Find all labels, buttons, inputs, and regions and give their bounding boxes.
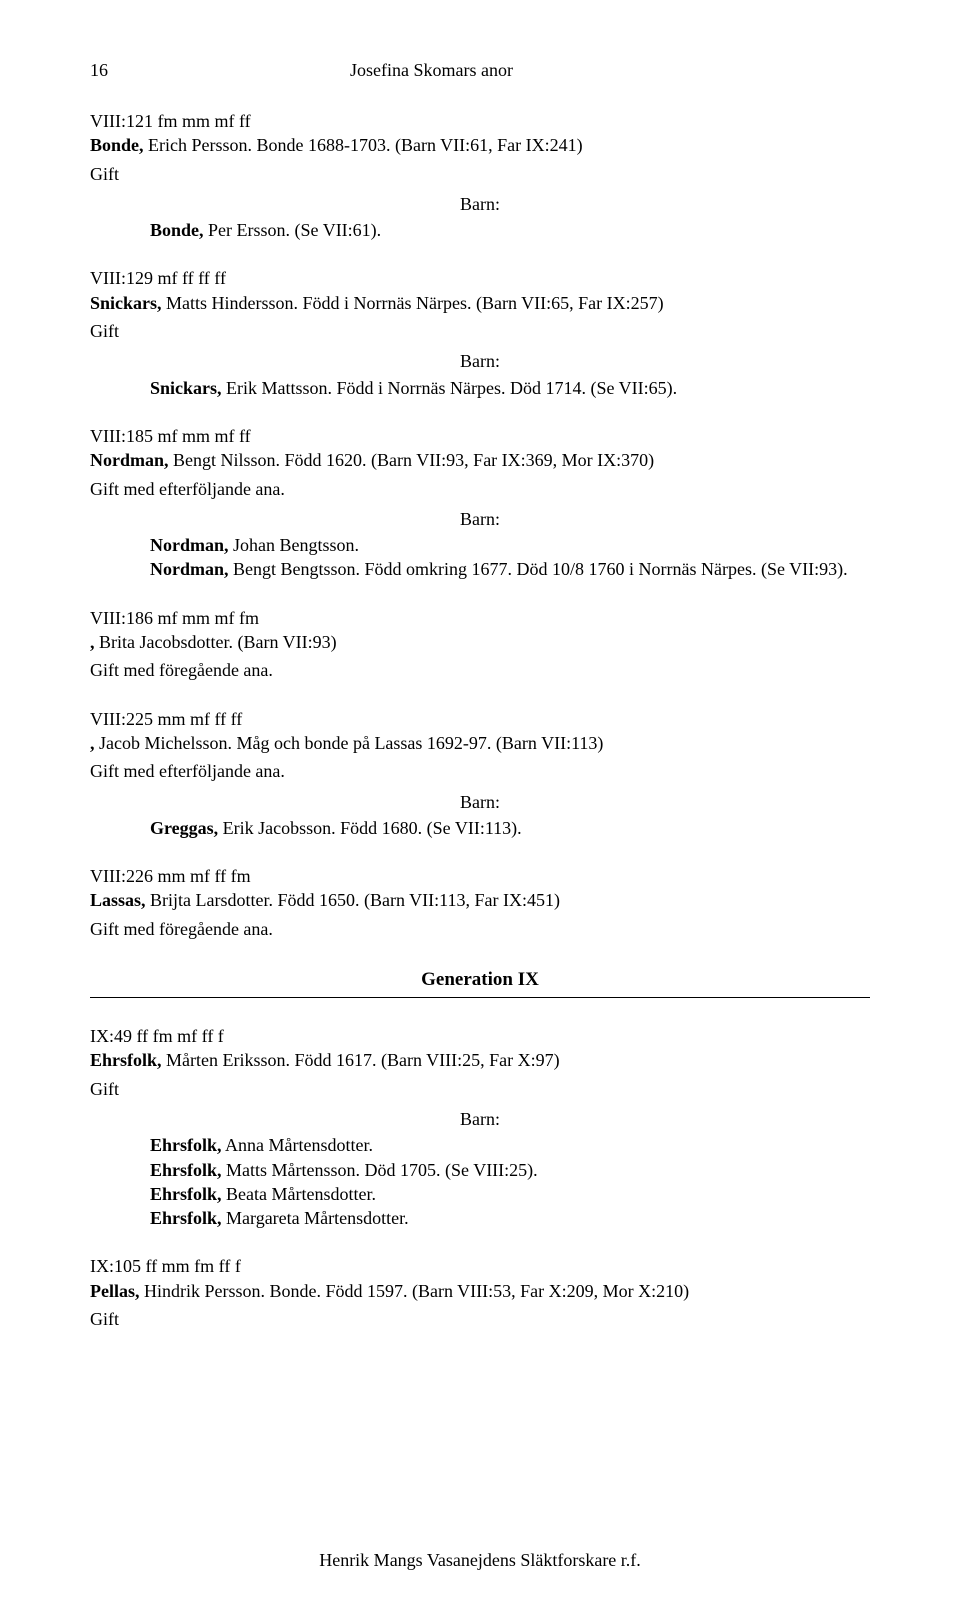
child-line: Ehrsfolk, Margareta Mårtensdotter. — [90, 1206, 870, 1230]
ancestor-entry: VIII:121 fm mm mf ff Bonde, Erich Persso… — [90, 109, 870, 242]
marriage-label: Gift — [90, 1307, 870, 1331]
child-details: Johan Bengtsson. — [229, 535, 360, 555]
spouse-details: Erik Mattsson. Född i Norrnäs Närpes. Dö… — [222, 378, 678, 398]
child-surname: Ehrsfolk, — [150, 1208, 222, 1228]
marriage-label: Gift — [90, 319, 870, 343]
marriage-label: Gift med efterföljande ana. — [90, 477, 870, 501]
ancestor-code: IX:49 ff fm mf ff f — [90, 1024, 870, 1048]
ancestor-name-line: Nordman, Bengt Nilsson. Född 1620. (Barn… — [90, 448, 870, 472]
ancestor-entry: IX:105 ff mm fm ff f Pellas, Hindrik Per… — [90, 1254, 870, 1331]
marriage-label: Gift — [90, 1077, 870, 1101]
spouse-surname: Snickars, — [150, 378, 222, 398]
child-line: Ehrsfolk, Anna Mårtensdotter. — [90, 1133, 870, 1157]
ancestor-details: Matts Hindersson. Född i Norrnäs Närpes.… — [162, 293, 664, 313]
page-footer: Henrik Mangs Vasanejdens Släktforskare r… — [0, 1550, 960, 1571]
children-label: Barn: — [90, 790, 870, 814]
ancestor-code: VIII:129 mf ff ff ff — [90, 266, 870, 290]
ancestor-entry: VIII:129 mf ff ff ff Snickars, Matts Hin… — [90, 266, 870, 399]
child-line: Nordman, Johan Bengtsson. — [90, 533, 870, 557]
ancestor-entry: VIII:225 mm mf ff ff , Jacob Michelsson.… — [90, 707, 870, 840]
ancestor-details: Erich Persson. Bonde 1688-1703. (Barn VI… — [144, 135, 583, 155]
page-title: Josefina Skomars anor — [350, 60, 513, 81]
children-label: Barn: — [90, 1107, 870, 1131]
ancestor-surname: Lassas, — [90, 890, 146, 910]
ancestor-details: Jacob Michelsson. Måg och bonde på Lassa… — [95, 733, 604, 753]
ancestor-surname: Snickars, — [90, 293, 162, 313]
ancestor-details: Mårten Eriksson. Född 1617. (Barn VIII:2… — [162, 1050, 560, 1070]
spouse-line: Snickars, Erik Mattsson. Född i Norrnäs … — [90, 376, 870, 400]
ancestor-surname: Bonde, — [90, 135, 144, 155]
ancestor-details: Brita Jacobsdotter. (Barn VII:93) — [95, 632, 337, 652]
ancestor-entry: IX:49 ff fm mf ff f Ehrsfolk, Mårten Eri… — [90, 1024, 870, 1230]
child-line: Ehrsfolk, Beata Mårtensdotter. — [90, 1182, 870, 1206]
ancestor-details: Brijta Larsdotter. Född 1650. (Barn VII:… — [146, 890, 560, 910]
ancestor-code: VIII:226 mm mf ff fm — [90, 864, 870, 888]
child-details: Erik Jacobsson. Född 1680. (Se VII:113). — [218, 818, 521, 838]
ancestor-code: IX:105 ff mm fm ff f — [90, 1254, 870, 1278]
marriage-label: Gift med efterföljande ana. — [90, 759, 870, 783]
ancestor-name-line: , Jacob Michelsson. Måg och bonde på Las… — [90, 731, 870, 755]
page-number: 16 — [90, 60, 350, 81]
ancestor-name-line: Ehrsfolk, Mårten Eriksson. Född 1617. (B… — [90, 1048, 870, 1072]
ancestor-code: VIII:186 mf mm mf fm — [90, 606, 870, 630]
child-line: Greggas, Erik Jacobsson. Född 1680. (Se … — [90, 816, 870, 840]
generation-heading: Generation IX — [90, 969, 870, 991]
child-surname: Ehrsfolk, — [150, 1160, 222, 1180]
ancestor-code: VIII:121 fm mm mf ff — [90, 109, 870, 133]
child-details: Margareta Mårtensdotter. — [222, 1208, 409, 1228]
ancestor-entry: VIII:185 mf mm mf ff Nordman, Bengt Nils… — [90, 424, 870, 582]
ancestor-name-line: Pellas, Hindrik Persson. Bonde. Född 159… — [90, 1279, 870, 1303]
ancestor-surname: Ehrsfolk, — [90, 1050, 162, 1070]
generation-rule — [90, 997, 870, 998]
ancestor-code: VIII:225 mm mf ff ff — [90, 707, 870, 731]
marriage-label: Gift med föregående ana. — [90, 917, 870, 941]
ancestor-name-line: Lassas, Brijta Larsdotter. Född 1650. (B… — [90, 888, 870, 912]
spouse-surname: Bonde, — [150, 220, 204, 240]
child-line: Nordman, Bengt Bengtsson. Född omkring 1… — [90, 557, 870, 581]
child-surname: Greggas, — [150, 818, 218, 838]
ancestor-details: Bengt Nilsson. Född 1620. (Barn VII:93, … — [169, 450, 655, 470]
spouse-details: Per Ersson. (Se VII:61). — [204, 220, 382, 240]
child-surname: Nordman, — [150, 535, 229, 555]
ancestor-surname: Pellas, — [90, 1281, 140, 1301]
children-label: Barn: — [90, 192, 870, 216]
ancestor-code: VIII:185 mf mm mf ff — [90, 424, 870, 448]
children-label: Barn: — [90, 507, 870, 531]
child-surname: Ehrsfolk, — [150, 1135, 222, 1155]
ancestor-entry: VIII:186 mf mm mf fm , Brita Jacobsdotte… — [90, 606, 870, 683]
ancestor-name-line: Snickars, Matts Hindersson. Född i Norrn… — [90, 291, 870, 315]
child-line: Ehrsfolk, Matts Mårtensson. Död 1705. (S… — [90, 1158, 870, 1182]
child-details: Beata Mårtensdotter. — [222, 1184, 376, 1204]
marriage-label: Gift med föregående ana. — [90, 658, 870, 682]
ancestor-name-line: , Brita Jacobsdotter. (Barn VII:93) — [90, 630, 870, 654]
page-header: 16 Josefina Skomars anor — [90, 60, 870, 81]
child-details: Matts Mårtensson. Död 1705. (Se VIII:25)… — [222, 1160, 538, 1180]
children-label: Barn: — [90, 349, 870, 373]
spouse-line: Bonde, Per Ersson. (Se VII:61). — [90, 218, 870, 242]
child-details: Bengt Bengtsson. Född omkring 1677. Död … — [229, 559, 848, 579]
child-details: Anna Mårtensdotter. — [222, 1135, 373, 1155]
child-surname: Nordman, — [150, 559, 229, 579]
child-surname: Ehrsfolk, — [150, 1184, 222, 1204]
ancestor-details: Hindrik Persson. Bonde. Född 1597. (Barn… — [140, 1281, 690, 1301]
ancestor-name-line: Bonde, Erich Persson. Bonde 1688-1703. (… — [90, 133, 870, 157]
marriage-label: Gift — [90, 162, 870, 186]
ancestor-entry: VIII:226 mm mf ff fm Lassas, Brijta Lars… — [90, 864, 870, 941]
ancestor-surname: Nordman, — [90, 450, 169, 470]
